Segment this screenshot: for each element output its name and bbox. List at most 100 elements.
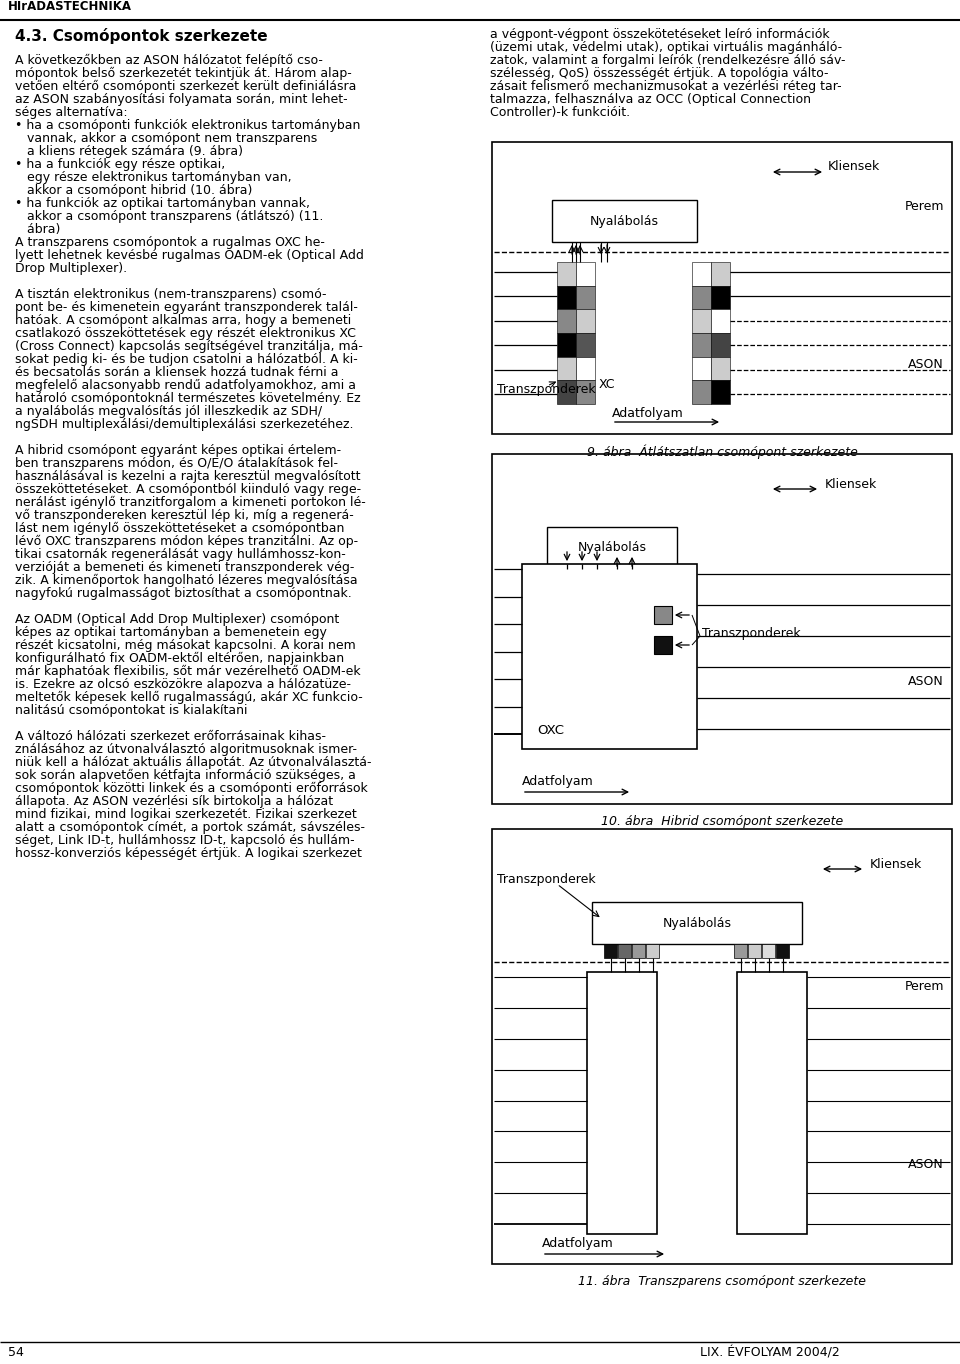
Text: Adatfolyam: Adatfolyam <box>522 776 593 788</box>
Bar <box>557 262 576 285</box>
Bar <box>492 142 952 434</box>
Bar <box>576 381 595 404</box>
Bar <box>632 944 645 958</box>
Text: ngSDH multiplexálási/demultiplexálási szerkezetéhez.: ngSDH multiplexálási/demultiplexálási sz… <box>15 417 353 431</box>
Text: és becsatolás során a kliensek hozzá tudnak férni a: és becsatolás során a kliensek hozzá tud… <box>15 366 339 379</box>
Bar <box>604 944 617 958</box>
Text: konfigurálható fix OADM-ektől eltérően, napjainkban: konfigurálható fix OADM-ektől eltérően, … <box>15 652 344 666</box>
Text: A transzparens csomópontok a rugalmas OXC he-: A transzparens csomópontok a rugalmas OX… <box>15 236 324 250</box>
Text: határoló csomópontoknál természetes követelmény. Ez: határoló csomópontoknál természetes köve… <box>15 391 361 405</box>
Text: Nyalábolás: Nyalábolás <box>662 917 732 929</box>
Text: Nyalábolás: Nyalábolás <box>578 542 646 555</box>
Text: mind fizikai, mind logikai szerkezetét. Fizikai szerkezet: mind fizikai, mind logikai szerkezetét. … <box>15 807 357 821</box>
Text: A változó hálózati szerkezet erőforrásainak kihas-: A változó hálózati szerkezet erőforrásai… <box>15 730 326 743</box>
Text: csomópontok közötti linkek és a csomóponti erőforrások: csomópontok közötti linkek és a csomópon… <box>15 782 368 795</box>
Text: sokat pedig ki- és be tudjon csatolni a hálózatból. A ki-: sokat pedig ki- és be tudjon csatolni a … <box>15 353 358 366</box>
Text: hossz-konverziós képességét értjük. A logikai szerkezet: hossz-konverziós képességét értjük. A lo… <box>15 847 362 859</box>
Text: Controller)-k funkcióit.: Controller)-k funkcióit. <box>490 106 630 119</box>
Text: meltetők képesek kellő rugalmasságú, akár XC funkcio-: meltetők képesek kellő rugalmasságú, aká… <box>15 692 363 704</box>
Text: 11. ábra  Transzparens csomópont szerkezete: 11. ábra Transzparens csomópont szerkeze… <box>578 1275 866 1289</box>
Bar <box>711 285 730 310</box>
Bar <box>711 381 730 404</box>
Text: mópontok belső szerkezetét tekintjük át. Három alap-: mópontok belső szerkezetét tekintjük át.… <box>15 67 351 80</box>
Text: • ha a csomóponti funkciók elektronikus tartományban: • ha a csomóponti funkciók elektronikus … <box>15 119 360 132</box>
Bar <box>711 356 730 381</box>
Bar <box>692 285 711 310</box>
Text: vő transzpondereken keresztül lép ki, míg a regenerá-: vő transzpondereken keresztül lép ki, mí… <box>15 509 353 522</box>
Bar <box>748 944 761 958</box>
Text: ználásához az útvonalválasztó algoritmusoknak ismer-: ználásához az útvonalválasztó algoritmus… <box>15 743 357 756</box>
Text: a végpont-végpont összekötetéseket leíró információk: a végpont-végpont összekötetéseket leíró… <box>490 29 829 41</box>
Bar <box>692 356 711 381</box>
Bar <box>734 944 747 958</box>
Bar <box>492 829 952 1264</box>
Bar <box>592 902 802 944</box>
Text: ASON: ASON <box>908 357 944 371</box>
Bar <box>557 381 576 404</box>
Text: a kliens rétegek számára (9. ábra): a kliens rétegek számára (9. ábra) <box>15 145 243 158</box>
Text: Az OADM (Optical Add Drop Multiplexer) csomópont: Az OADM (Optical Add Drop Multiplexer) c… <box>15 612 339 626</box>
Text: • ha a funkciók egy része optikai,: • ha a funkciók egy része optikai, <box>15 158 226 170</box>
Text: XC: XC <box>599 378 615 390</box>
Bar <box>547 527 677 569</box>
Text: összeköttetéseket. A csomópontból kiinduló vagy rege-: összeköttetéseket. A csomópontból kiindu… <box>15 483 361 496</box>
Text: Drop Multiplexer).: Drop Multiplexer). <box>15 262 127 276</box>
Text: (üzemi utak, védelmi utak), optikai virtuális magánháló-: (üzemi utak, védelmi utak), optikai virt… <box>490 41 842 55</box>
Text: Adatfolyam: Adatfolyam <box>612 408 684 420</box>
Text: zatok, valamint a forgalmi leírók (rendelkezésre álló sáv-: zatok, valamint a forgalmi leírók (rende… <box>490 55 846 67</box>
Bar <box>557 310 576 333</box>
Text: képes az optikai tartományban a bemenetein egy: képes az optikai tartományban a bemenete… <box>15 626 326 638</box>
Text: vetően eltérő csomóponti szerkezet került definiálásra: vetően eltérő csomóponti szerkezet kerül… <box>15 80 356 93</box>
Text: HÍrÁDÁSTECHNIKA: HÍrÁDÁSTECHNIKA <box>8 0 132 14</box>
Bar <box>552 201 697 241</box>
Text: Adatfolyam: Adatfolyam <box>542 1237 613 1251</box>
Bar <box>654 636 672 653</box>
Bar <box>618 944 631 958</box>
Bar <box>576 333 595 356</box>
Bar <box>587 973 657 1234</box>
Text: A hibrid csomópont egyaránt képes optikai értelem-: A hibrid csomópont egyaránt képes optika… <box>15 445 341 457</box>
Bar <box>492 454 952 803</box>
Bar <box>692 262 711 285</box>
Text: szélesség, QoS) összességét értjük. A topológia válto-: szélesség, QoS) összességét értjük. A to… <box>490 67 828 80</box>
Text: csatlakozó összeköttetések egy részét elektronikus XC: csatlakozó összeköttetések egy részét el… <box>15 327 356 340</box>
Text: nerálást igénylő tranzitforgalom a kimeneti portokon lé-: nerálást igénylő tranzitforgalom a kimen… <box>15 496 366 509</box>
Text: A tisztán elektronikus (nem-transzparens) csomó-: A tisztán elektronikus (nem-transzparens… <box>15 288 326 301</box>
Text: séget, Link ID-t, hullámhossz ID-t, kapcsoló és hullám-: séget, Link ID-t, hullámhossz ID-t, kapc… <box>15 833 354 847</box>
Text: zásait felismerő mechanizmusokat a vezérlési réteg tar-: zásait felismerő mechanizmusokat a vezér… <box>490 80 842 93</box>
Text: Transzponderek: Transzponderek <box>497 873 595 885</box>
Text: már kaphatóak flexibilis, sőt már vezérelhető OADM-ek: már kaphatóak flexibilis, sőt már vezére… <box>15 666 361 678</box>
Text: egy része elektronikus tartományban van,: egy része elektronikus tartományban van, <box>15 170 292 184</box>
Bar <box>576 262 595 285</box>
Bar <box>711 333 730 356</box>
Text: nalitású csomópontokat is kialakítani: nalitású csomópontokat is kialakítani <box>15 704 248 717</box>
Bar <box>692 381 711 404</box>
Text: hatóak. A csomópont alkalmas arra, hogy a bemeneti: hatóak. A csomópont alkalmas arra, hogy … <box>15 314 351 327</box>
Text: megfelelő alacsonyabb rendű adatfolyamokhoz, ami a: megfelelő alacsonyabb rendű adatfolyamok… <box>15 379 356 393</box>
Text: Perem: Perem <box>904 981 944 993</box>
Text: lást nem igénylő összeköttetéseket a csomópontban: lást nem igénylő összeköttetéseket a cso… <box>15 522 345 535</box>
Bar <box>522 563 697 749</box>
Text: verzióját a bemeneti és kimeneti transzponderek vég-: verzióját a bemeneti és kimeneti transzp… <box>15 561 354 574</box>
Text: ábra): ábra) <box>15 222 60 236</box>
Text: 10. ábra  Hibrid csomópont szerkezete: 10. ábra Hibrid csomópont szerkezete <box>601 816 843 828</box>
Text: talmazza, felhasználva az OCC (Optical Connection: talmazza, felhasználva az OCC (Optical C… <box>490 93 811 106</box>
Text: 54: 54 <box>8 1346 24 1360</box>
Bar <box>711 310 730 333</box>
Text: zik. A kimenőportok hangolható lézeres megvalósítása: zik. A kimenőportok hangolható lézeres m… <box>15 574 358 587</box>
Text: lyett lehetnek kevésbé rugalmas OADM-ek (Optical Add: lyett lehetnek kevésbé rugalmas OADM-ek … <box>15 250 364 262</box>
Text: akkor a csomópont transzparens (átlátszó) (11.: akkor a csomópont transzparens (átlátszó… <box>15 210 324 222</box>
Bar <box>776 944 789 958</box>
Text: Kliensek: Kliensek <box>870 858 923 870</box>
Text: Kliensek: Kliensek <box>828 160 880 172</box>
Bar <box>692 333 711 356</box>
Text: Kliensek: Kliensek <box>825 477 877 491</box>
Text: ASON: ASON <box>908 1158 944 1170</box>
Text: ASON: ASON <box>908 675 944 687</box>
Bar <box>557 333 576 356</box>
Text: tikai csatornák regenerálását vagy hullámhossz-kon-: tikai csatornák regenerálását vagy hullá… <box>15 548 346 561</box>
Text: állapota. Az ASON vezérlési sík birtokolja a hálózat: állapota. Az ASON vezérlési sík birtokol… <box>15 795 333 807</box>
Text: akkor a csomópont hibrid (10. ábra): akkor a csomópont hibrid (10. ábra) <box>15 184 252 196</box>
Text: Transzponderek: Transzponderek <box>702 627 801 641</box>
Bar <box>576 310 595 333</box>
